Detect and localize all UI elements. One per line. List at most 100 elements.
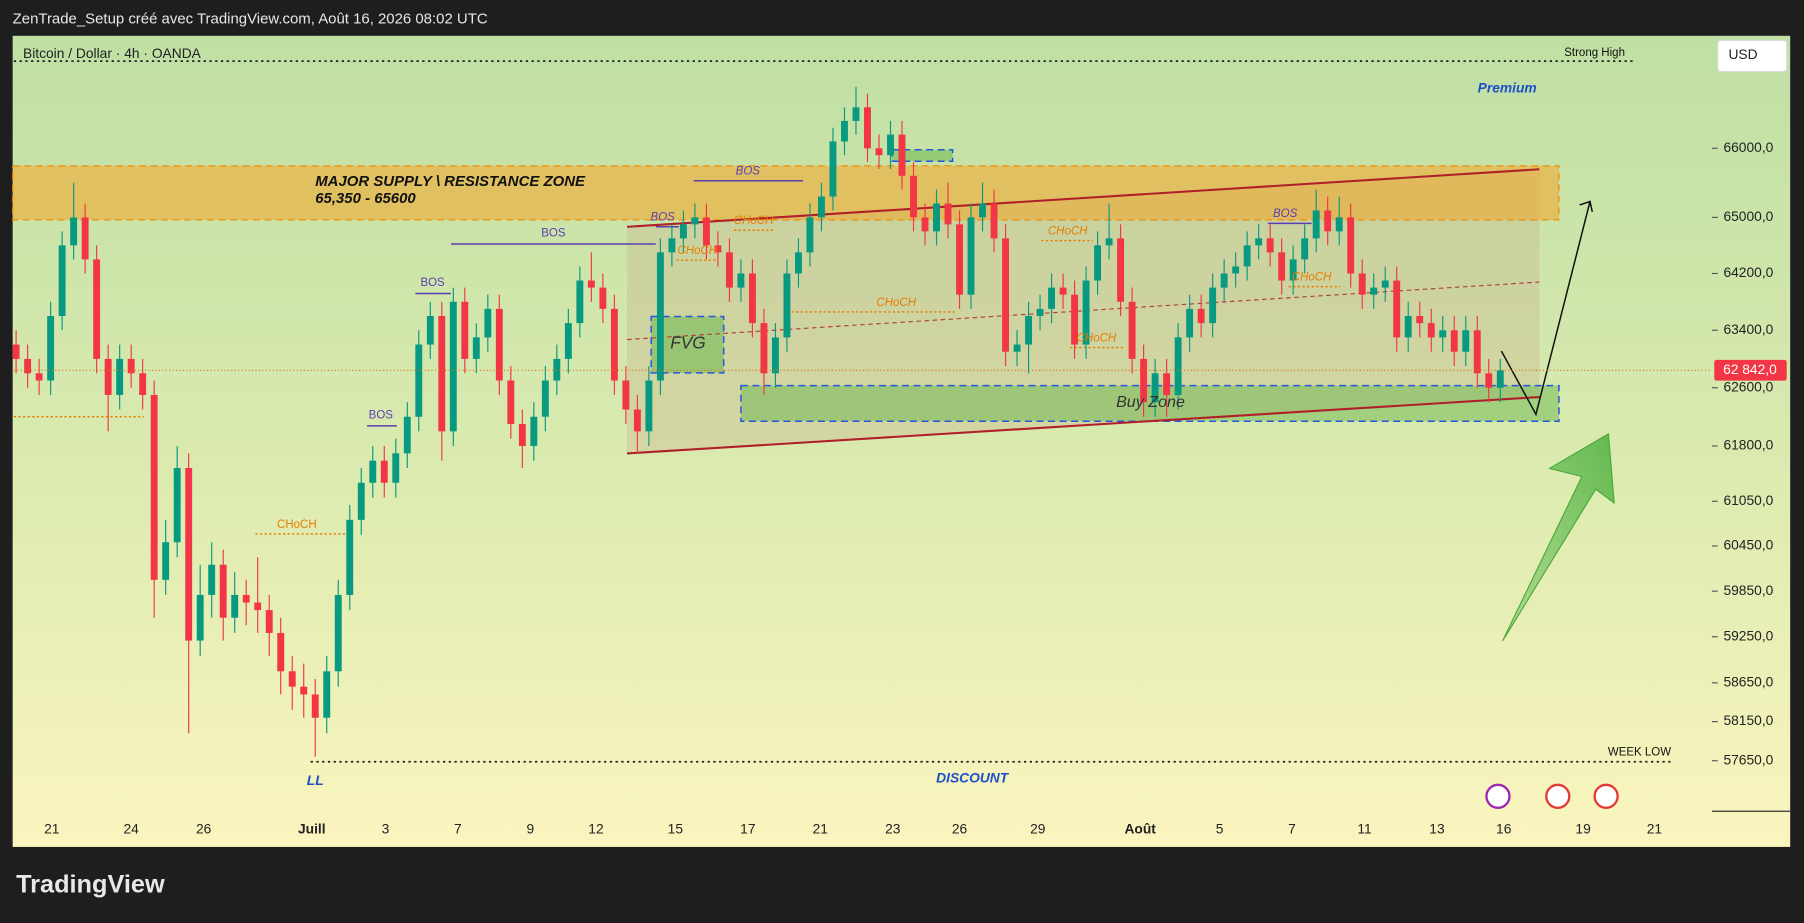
candle-body [208, 564, 216, 595]
x-tick-label: 17 [740, 821, 755, 836]
candle-body [415, 344, 423, 417]
candle-body [1393, 280, 1401, 338]
candle-body [587, 280, 595, 288]
candle-body [771, 337, 779, 374]
channel-bottom [626, 396, 1540, 455]
annotation: CHoCH [1077, 332, 1117, 344]
candle-body [679, 224, 687, 239]
candle-body [495, 308, 503, 381]
candle-body [1370, 287, 1378, 295]
candle-body [852, 107, 860, 121]
green-arrow [1502, 432, 1615, 642]
x-tick-label: 21 [1647, 821, 1662, 836]
candle-body [702, 217, 710, 246]
x-tick-label: 13 [1429, 821, 1445, 836]
choch-lines [13, 229, 1341, 535]
candle-body [1485, 373, 1493, 388]
candle-body [921, 217, 929, 232]
candle-body [656, 252, 664, 381]
candle-body [93, 259, 101, 359]
annotation: BOS [651, 212, 676, 224]
annotation: BOS [1273, 208, 1298, 220]
candle-body [1243, 245, 1251, 267]
x-tick-label: 23 [885, 821, 901, 836]
candle-body [1082, 280, 1090, 345]
candle-body [254, 602, 262, 611]
candle-body [1473, 330, 1481, 374]
candle-body [1266, 238, 1274, 253]
candle-body [139, 373, 147, 395]
candle-body [1278, 252, 1286, 281]
candle-body [1312, 210, 1320, 239]
header: ZenTrade_Setup créé avec TradingView.com… [13, 11, 488, 28]
candle-body [737, 273, 745, 288]
event-icon[interactable] [1545, 783, 1571, 809]
candle-body [1013, 344, 1021, 352]
candle-body [610, 308, 618, 381]
candle-body [530, 416, 538, 446]
candle-body [380, 460, 388, 483]
y-tick-label: 58150,0 [1723, 713, 1773, 728]
candle-body [1416, 315, 1424, 324]
candle-body [564, 323, 572, 359]
currency-button[interactable] [1717, 39, 1788, 73]
candle-body [1105, 238, 1113, 246]
y-tick-label: 64200,0 [1723, 265, 1773, 280]
candle-body [185, 468, 193, 641]
annotation: CHoCH [277, 519, 317, 531]
candle-body [910, 175, 917, 218]
x-tick-label: 19 [1575, 821, 1591, 836]
candle-body [1117, 238, 1125, 302]
y-tick-label: 63400,0 [1723, 322, 1773, 337]
candle-body [1059, 287, 1067, 295]
event-icon[interactable] [1593, 783, 1619, 809]
candle-body [898, 134, 906, 176]
x-tick-label: 7 [454, 821, 462, 836]
candle-body [748, 273, 756, 324]
annotation: CHoCH [734, 215, 774, 227]
candle-body [1301, 238, 1309, 260]
candle-body [818, 196, 825, 218]
candle-body [70, 217, 78, 246]
candle-body [1450, 330, 1458, 352]
candle-body [1232, 266, 1240, 274]
candle-body [472, 337, 480, 359]
channel-top [626, 168, 1540, 228]
candle-body [990, 203, 998, 239]
x-tick-label: 26 [196, 821, 212, 836]
candle-body [461, 301, 469, 359]
event-icon[interactable] [1485, 783, 1511, 809]
annotation: MAJOR SUPPLY \ RESISTANCE ZONE [315, 173, 586, 190]
annotation: BOS [736, 166, 761, 178]
annotation: Strong High [1564, 47, 1625, 59]
candle-body [173, 468, 181, 543]
candle-body [1151, 373, 1159, 403]
candle-body [12, 344, 20, 359]
candle-body [1427, 323, 1435, 338]
candle-body [668, 238, 676, 253]
supply-zone [12, 165, 1560, 221]
candle-body [541, 380, 549, 417]
candle-body [956, 224, 963, 295]
candle-body [403, 416, 411, 454]
candle-body [162, 542, 170, 580]
candle-body [714, 245, 722, 253]
candle-body [1439, 330, 1447, 338]
annotation: LL [307, 773, 324, 788]
candle-body [426, 315, 434, 345]
candle-body [933, 203, 940, 232]
candle-body [81, 217, 89, 260]
candle-body [219, 564, 227, 618]
candle-body [311, 694, 319, 718]
candle-body [1128, 301, 1136, 359]
candle-body [1048, 287, 1056, 309]
annotation: CHoCH [1048, 225, 1088, 237]
candle-body [196, 594, 204, 641]
candle-body [1036, 308, 1044, 316]
candle-body [1094, 245, 1102, 281]
last-price-box [1714, 359, 1787, 381]
candle-body [1025, 315, 1033, 345]
candle-body [392, 453, 400, 483]
candle-body [231, 594, 239, 618]
